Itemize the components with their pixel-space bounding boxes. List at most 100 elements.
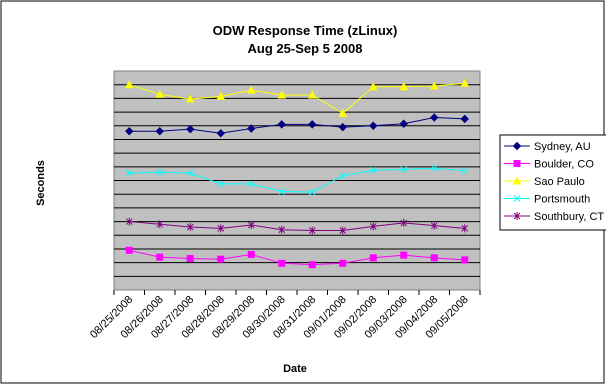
data-point <box>124 80 134 89</box>
data-point <box>400 218 408 227</box>
legend-label: Southbury, CT <box>534 211 604 223</box>
legend-entry: Portsmouth <box>504 194 590 206</box>
data-point <box>430 113 439 122</box>
data-point <box>277 120 286 129</box>
data-point <box>156 168 164 176</box>
marker-shape <box>369 222 377 231</box>
legend-entry: Southbury, CT <box>504 211 604 223</box>
marker-shape <box>125 127 134 136</box>
data-point <box>155 127 164 136</box>
marker-shape <box>338 122 347 132</box>
marker-shape <box>308 261 316 269</box>
series-3 <box>125 164 469 196</box>
series-layer <box>124 78 470 269</box>
marker-shape <box>399 119 408 128</box>
x-axis-title: Date <box>283 363 307 375</box>
marker-shape <box>339 172 347 180</box>
data-point <box>369 166 377 174</box>
legend-marker <box>513 212 521 220</box>
data-point <box>461 224 469 233</box>
data-point <box>430 221 438 230</box>
data-point <box>247 124 256 133</box>
data-point <box>186 169 194 177</box>
legend-label: Portsmouth <box>534 194 590 206</box>
marker-shape <box>400 218 408 227</box>
series-1 <box>125 246 469 269</box>
marker-shape <box>246 85 256 94</box>
marker-shape <box>369 254 377 262</box>
legend: Sydney, AU Boulder, CO Sao Paulo Portsmouth… <box>499 134 606 231</box>
marker-shape <box>247 220 255 229</box>
marker-shape <box>124 80 134 89</box>
data-point <box>247 180 255 188</box>
marker-shape <box>156 220 164 229</box>
data-point <box>369 222 377 231</box>
data-point <box>125 169 133 177</box>
marker-shape <box>277 90 287 99</box>
legend-entry: Sao Paulo <box>504 176 585 188</box>
marker-shape <box>513 195 521 202</box>
marker-shape <box>185 94 195 103</box>
data-point <box>217 180 225 188</box>
data-point <box>338 108 348 117</box>
series-0 <box>125 113 469 138</box>
data-point <box>339 259 347 267</box>
legend-marker <box>513 160 521 167</box>
marker-shape <box>277 120 286 129</box>
series-line <box>129 221 465 231</box>
marker-shape <box>461 224 469 233</box>
marker-shape <box>430 221 438 230</box>
marker-shape <box>338 108 348 117</box>
data-point <box>308 226 316 235</box>
marker-shape <box>278 225 286 234</box>
marker-shape <box>308 120 317 129</box>
data-point <box>125 246 133 254</box>
marker-shape <box>460 114 469 124</box>
data-point <box>339 172 347 180</box>
marker-shape <box>368 82 378 91</box>
legend-entry: Boulder, CO <box>504 159 594 171</box>
marker-shape <box>339 226 347 235</box>
chart-title-line2: Aug 25-Sep 5 2008 <box>248 41 363 56</box>
marker-shape <box>400 166 408 173</box>
data-point <box>461 167 469 175</box>
data-point <box>186 124 195 134</box>
data-point <box>369 121 378 130</box>
marker-shape <box>155 89 165 98</box>
marker-shape <box>217 180 225 188</box>
data-point <box>217 224 225 233</box>
marker-shape <box>125 246 133 254</box>
data-point <box>217 255 225 263</box>
data-point <box>369 254 377 262</box>
data-point <box>400 251 408 259</box>
data-point <box>156 220 164 229</box>
marker-shape <box>186 255 194 263</box>
data-point <box>460 78 470 87</box>
marker-shape <box>186 223 194 232</box>
gridlines <box>114 84 480 277</box>
y-axis-title: Seconds <box>35 160 47 206</box>
legend-label: Sao Paulo <box>534 176 585 188</box>
data-point <box>307 90 317 99</box>
data-point <box>278 259 286 267</box>
data-point <box>278 188 286 195</box>
data-point <box>399 119 408 128</box>
data-point <box>338 122 347 132</box>
marker-shape <box>430 113 439 122</box>
data-point <box>339 226 347 235</box>
marker-shape <box>278 188 286 195</box>
marker-shape <box>155 127 164 136</box>
data-point <box>430 254 438 262</box>
data-point <box>278 225 286 234</box>
marker-shape <box>125 217 133 226</box>
data-point <box>308 188 316 196</box>
marker-shape <box>186 169 194 177</box>
series-line <box>129 249 465 266</box>
marker-shape <box>216 129 225 138</box>
series-4 <box>125 217 469 235</box>
legend-entry: Sydney, AU <box>504 141 591 153</box>
data-point <box>155 89 165 98</box>
data-point <box>400 166 408 173</box>
